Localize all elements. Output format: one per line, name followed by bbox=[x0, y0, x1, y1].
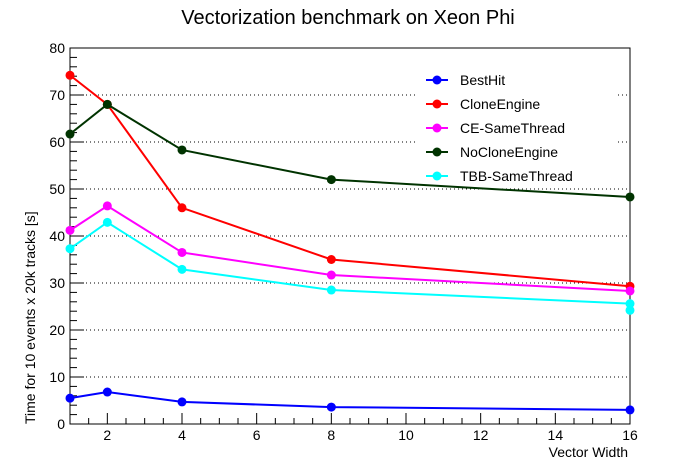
x-tick-label: 2 bbox=[103, 427, 111, 443]
legend-label: CE-SameThread bbox=[460, 120, 565, 136]
legend-marker bbox=[432, 99, 442, 109]
y-tick-label: 10 bbox=[49, 369, 65, 385]
data-point bbox=[102, 387, 112, 397]
data-point bbox=[65, 129, 75, 139]
y-tick-label: 80 bbox=[49, 40, 65, 56]
data-point bbox=[326, 285, 336, 295]
data-point bbox=[177, 397, 187, 407]
data-point bbox=[625, 192, 635, 202]
y-tick-label: 0 bbox=[57, 416, 65, 432]
y-tick-label: 60 bbox=[49, 134, 65, 150]
data-point bbox=[65, 70, 75, 80]
series-line-0 bbox=[69, 391, 631, 411]
data-point bbox=[177, 145, 187, 155]
data-point bbox=[625, 405, 635, 415]
y-tick-label: 30 bbox=[49, 275, 65, 291]
y-tick-label: 50 bbox=[49, 181, 65, 197]
chart-title: Vectorization benchmark on Xeon Phi bbox=[181, 7, 515, 29]
data-point bbox=[102, 217, 112, 227]
x-tick-label: 16 bbox=[622, 427, 638, 443]
legend-marker bbox=[432, 123, 442, 133]
x-axis-label: Vector Width bbox=[549, 444, 628, 460]
data-point bbox=[177, 247, 187, 257]
data-point bbox=[326, 402, 336, 412]
data-point bbox=[65, 225, 75, 235]
data-point bbox=[326, 175, 336, 185]
legend-label: CloneEngine bbox=[460, 96, 540, 112]
data-point bbox=[65, 393, 75, 403]
data-point bbox=[102, 99, 112, 109]
data-point bbox=[65, 244, 75, 254]
y-tick-label: 40 bbox=[49, 228, 65, 244]
legend-marker bbox=[432, 171, 442, 181]
x-tick-label: 8 bbox=[327, 427, 335, 443]
x-tick-label: 12 bbox=[473, 427, 489, 443]
legend-label: NoCloneEngine bbox=[460, 144, 558, 160]
x-tick-label: 4 bbox=[178, 427, 186, 443]
data-point bbox=[326, 270, 336, 280]
data-point bbox=[102, 201, 112, 211]
data-point-extra bbox=[625, 305, 635, 315]
legend-label: TBB-SameThread bbox=[460, 168, 573, 184]
x-tick-label: 6 bbox=[253, 427, 261, 443]
x-tick-label: 14 bbox=[548, 427, 564, 443]
legend-marker bbox=[432, 147, 442, 157]
data-point bbox=[625, 286, 635, 296]
legend-marker bbox=[432, 75, 442, 85]
y-tick-label: 20 bbox=[49, 322, 65, 338]
data-point bbox=[177, 203, 187, 213]
y-tick-label: 70 bbox=[49, 87, 65, 103]
legend-box bbox=[418, 60, 618, 182]
y-axis-label: Time for 10 events x 20k tracks [s] bbox=[22, 211, 38, 424]
data-point bbox=[177, 264, 187, 274]
series-layer bbox=[65, 70, 635, 415]
legend-label: BestHit bbox=[460, 72, 505, 88]
x-tick-label: 10 bbox=[398, 427, 414, 443]
data-point bbox=[326, 255, 336, 264]
grid bbox=[70, 94, 630, 378]
data-point bbox=[625, 299, 635, 309]
legend: BestHit CloneEngine CE-SameThread NoCloneEn… bbox=[418, 60, 618, 184]
